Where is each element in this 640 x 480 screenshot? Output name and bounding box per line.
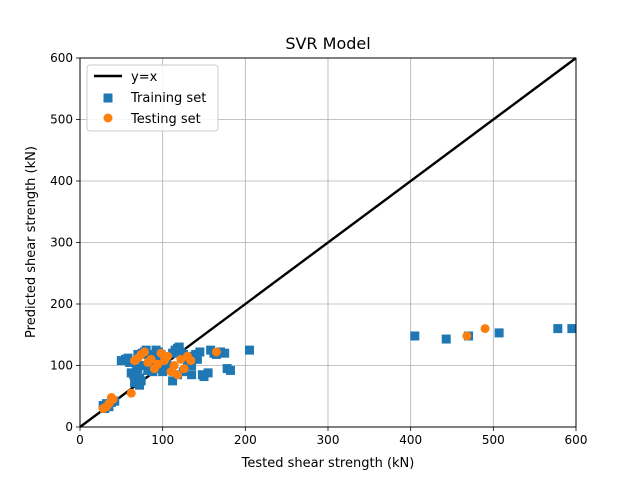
y-tick-label: 400: [50, 174, 73, 188]
y-axis-ticks: 0 100 200 300 400 500 600: [50, 51, 80, 434]
x-tick-label: 500: [482, 433, 505, 447]
y-tick-label: 200: [50, 297, 73, 311]
training-point: [195, 347, 205, 357]
testing-series: [98, 324, 490, 414]
y-tick-label: 500: [50, 113, 73, 127]
training-point: [168, 376, 178, 386]
testing-point: [179, 364, 189, 374]
testing-point: [163, 351, 173, 361]
x-tick-label: 300: [317, 433, 340, 447]
training-point: [133, 364, 143, 374]
legend-square-marker: [103, 93, 113, 103]
legend-label-training: Training set: [130, 91, 206, 106]
x-tick-label: 0: [76, 433, 84, 447]
x-tick-label: 400: [399, 433, 422, 447]
training-point: [553, 324, 563, 334]
training-point: [187, 370, 197, 380]
x-axis-ticks: 0 100 200 300 400 500 600: [76, 427, 587, 447]
training-point: [244, 345, 254, 355]
y-tick-label: 300: [50, 236, 73, 250]
chart-title: SVR Model: [285, 34, 370, 53]
training-point: [225, 365, 235, 375]
testing-point: [169, 361, 179, 370]
legend-label-reference: y=x: [131, 70, 158, 85]
training-point: [174, 342, 184, 352]
training-point: [220, 348, 230, 358]
training-point: [567, 324, 577, 334]
testing-point: [462, 331, 472, 341]
x-tick-label: 200: [234, 433, 257, 447]
legend: y=x Training set Testing set: [86, 64, 219, 132]
training-point: [138, 361, 148, 370]
training-point: [158, 367, 168, 377]
legend-box: [86, 64, 219, 132]
y-tick-label: 0: [65, 420, 73, 434]
testing-point: [126, 388, 136, 398]
testing-point: [480, 324, 490, 334]
training-point: [125, 357, 135, 367]
training-point: [494, 328, 504, 338]
x-tick-label: 600: [565, 433, 588, 447]
y-axis-label: Predicted shear strength (kN): [24, 146, 39, 338]
training-point: [135, 380, 145, 390]
testing-point: [146, 354, 156, 364]
y-tick-label: 100: [50, 359, 73, 373]
legend-circle-marker: [103, 113, 113, 123]
testing-point: [211, 347, 221, 357]
testing-point: [139, 347, 149, 357]
x-tick-label: 100: [151, 433, 174, 447]
training-point: [441, 334, 451, 344]
training-point: [203, 368, 213, 378]
testing-point: [153, 359, 163, 369]
x-axis-label: Tested shear strength (kN): [241, 456, 415, 471]
testing-point: [108, 394, 118, 404]
training-point: [192, 354, 202, 364]
training-point: [410, 331, 420, 341]
y-tick-label: 600: [50, 51, 73, 65]
testing-point: [186, 356, 196, 366]
training-point: [187, 361, 197, 370]
legend-label-testing: Testing set: [130, 112, 201, 127]
testing-point: [173, 370, 183, 380]
training-point: [143, 365, 153, 375]
training-point: [130, 378, 140, 388]
